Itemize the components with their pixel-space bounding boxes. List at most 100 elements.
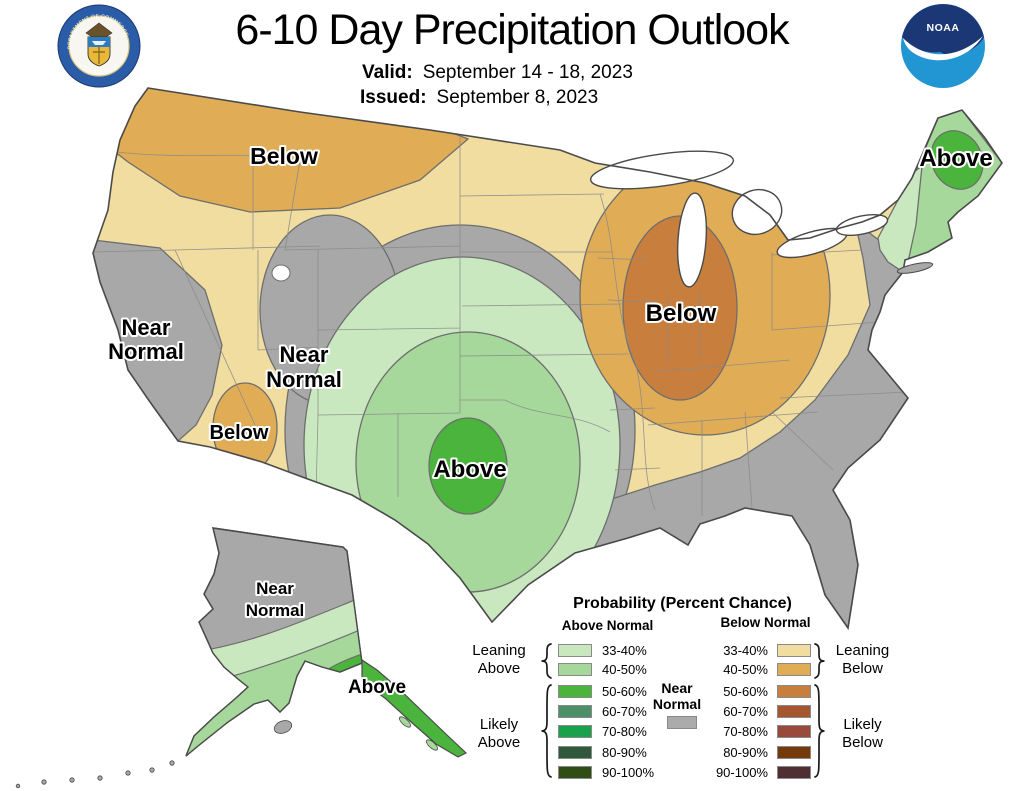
legend-range-below-60-70: 60-70% bbox=[723, 704, 768, 719]
aleutian-islands bbox=[15, 720, 293, 789]
legend-group-likely-below: Likely Below bbox=[815, 716, 910, 751]
legend: Probability (Percent Chance) Above Norma… bbox=[460, 588, 1024, 791]
legend-range-above-50-60: 50-60% bbox=[602, 684, 647, 699]
label-central-near-normal-1: Near bbox=[280, 342, 329, 367]
region-above-50-60-plains bbox=[428, 417, 508, 515]
legend-swatch-below-90-100 bbox=[777, 766, 811, 779]
lake-ontario bbox=[835, 213, 889, 237]
issued-value: September 8, 2023 bbox=[436, 87, 599, 108]
doc-seal-logo: DEPARTMENT OF COMMERCE UNITED STATES OF … bbox=[57, 4, 141, 88]
great-lakes bbox=[589, 150, 889, 288]
label-northeast-above: Above bbox=[919, 145, 992, 172]
legend-above-header: Above Normal bbox=[561, 618, 654, 633]
label-west-near-normal-1: Near bbox=[122, 315, 171, 340]
label-plains-above: Above bbox=[433, 456, 506, 483]
lake-superior bbox=[589, 150, 735, 190]
legend-swatch-above-80-90 bbox=[558, 746, 592, 759]
aleutian-island bbox=[97, 775, 103, 781]
issued-line: Issued: September 8, 2023 bbox=[360, 85, 598, 110]
noaa-logo-text: NOAA bbox=[927, 22, 960, 34]
aleutian-island bbox=[169, 760, 175, 766]
legend-swatch-below-50-60 bbox=[777, 685, 811, 698]
label-alaska-near-normal-2: Normal bbox=[246, 601, 305, 620]
legend-swatch-below-80-90 bbox=[777, 746, 811, 759]
legend-range-below-90-100: 90-100% bbox=[715, 765, 768, 780]
legend-swatch-above-70-80 bbox=[558, 725, 592, 738]
noaa-logo-fan bbox=[902, 4, 984, 56]
region-below-50-60-midwest bbox=[622, 215, 738, 401]
noaa-logo: NOAA bbox=[901, 4, 985, 88]
aleutian-island bbox=[125, 770, 131, 776]
conus-regions bbox=[93, 88, 1002, 628]
lake-michigan bbox=[676, 192, 708, 288]
valid-line: Valid: September 14 - 18, 2023 bbox=[362, 60, 633, 85]
lake-huron bbox=[731, 188, 783, 236]
legend-swatch-above-90-100 bbox=[558, 766, 592, 779]
legend-swatch-above-40-50 bbox=[558, 663, 592, 676]
legend-near-normal-label-1: Near bbox=[661, 680, 693, 696]
legend-swatch-below-60-70 bbox=[777, 705, 811, 718]
label-central-near-normal-2: Normal bbox=[266, 367, 342, 392]
aleutian-island bbox=[149, 767, 155, 773]
page-title: 6-10 Day Precipitation Outlook bbox=[235, 6, 789, 54]
legend-range-above-90-100: 90-100% bbox=[602, 765, 655, 780]
label-alaska-above: Above bbox=[348, 677, 406, 698]
legend-swatch-above-50-60 bbox=[558, 685, 592, 698]
doc-seal-eagle bbox=[85, 22, 113, 38]
label-pnw-below: Below bbox=[250, 143, 318, 169]
likely-below-line1: Likely bbox=[843, 716, 882, 733]
legend-swatch-near-normal bbox=[667, 716, 697, 729]
brace-likely-below bbox=[814, 684, 825, 778]
likely-above-line1: Likely bbox=[479, 716, 519, 733]
legend-group-leaning-above: Leaning Above bbox=[460, 642, 538, 677]
brace-likely-above bbox=[541, 684, 552, 778]
brace-leaning-above bbox=[541, 643, 552, 679]
great-salt-lake bbox=[271, 264, 291, 282]
leaning-above-line1: Leaning bbox=[472, 642, 526, 659]
label-midwest-below: Below bbox=[646, 300, 717, 327]
valid-label: Valid: bbox=[362, 62, 413, 83]
legend-swatch-above-33-40 bbox=[558, 644, 592, 657]
leaning-below-line2: Below bbox=[842, 659, 883, 677]
legend-swatch-below-40-50 bbox=[777, 663, 811, 676]
leaning-below-line1: Leaning bbox=[835, 642, 890, 659]
aleutian-island bbox=[41, 779, 47, 785]
legend-near-normal-label-2: Normal bbox=[652, 696, 702, 712]
label-southwest-below: Below bbox=[210, 422, 269, 444]
legend-range-below-33-40: 33-40% bbox=[723, 643, 768, 658]
likely-above-line2: Above bbox=[477, 733, 521, 751]
region-above-50-60-maine bbox=[930, 130, 984, 190]
panhandle-island bbox=[399, 716, 411, 728]
doc-seal-lighthouse bbox=[93, 47, 105, 64]
region-above-50-60-ak-panhandle bbox=[361, 658, 468, 758]
legend-range-above-60-70: 60-70% bbox=[602, 704, 647, 719]
issued-label: Issued: bbox=[360, 87, 427, 108]
valid-value: September 14 - 18, 2023 bbox=[422, 62, 633, 83]
legend-range-above-33-40: 33-40% bbox=[602, 643, 647, 658]
alaska-outline bbox=[185, 527, 363, 757]
aleutian-island bbox=[15, 783, 21, 789]
legend-range-below-50-60: 50-60% bbox=[723, 684, 768, 699]
legend-range-above-40-50: 40-50% bbox=[602, 662, 647, 677]
legend-title: Probability (Percent Chance) bbox=[573, 595, 792, 612]
legend-below-header: Below Normal bbox=[720, 615, 811, 630]
legend-range-below-40-50: 40-50% bbox=[723, 662, 768, 677]
legend-range-above-70-80: 70-80% bbox=[602, 724, 647, 739]
doc-seal-ship bbox=[92, 41, 106, 45]
kodiak-island bbox=[273, 720, 293, 734]
legend-group-leaning-below: Leaning Below bbox=[815, 642, 910, 677]
legend-range-below-80-90: 80-90% bbox=[723, 745, 768, 760]
aleutian-island bbox=[69, 777, 75, 783]
legend-group-likely-above: Likely Above bbox=[460, 716, 538, 751]
panhandle-island bbox=[426, 739, 438, 751]
legend-range-below-70-80: 70-80% bbox=[723, 724, 768, 739]
legend-swatch-below-33-40 bbox=[777, 644, 811, 657]
label-alaska-near-normal-1: Near bbox=[256, 579, 294, 598]
legend-swatch-below-70-80 bbox=[777, 725, 811, 738]
conus-outline bbox=[92, 87, 1003, 631]
leaning-above-line2: Above bbox=[477, 659, 521, 677]
label-west-near-normal-2: Normal bbox=[108, 339, 184, 364]
brace-leaning-below bbox=[814, 643, 825, 679]
